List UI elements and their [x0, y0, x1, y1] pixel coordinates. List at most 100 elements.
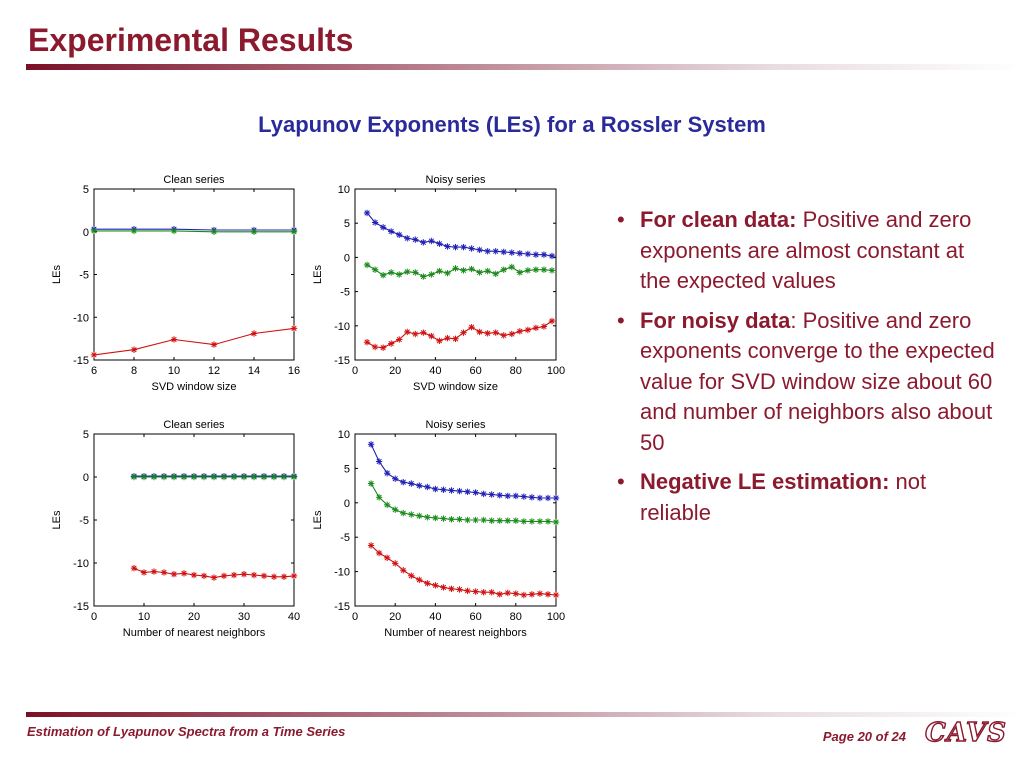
- data-point: [400, 567, 407, 574]
- x-tick-label: 40: [429, 611, 441, 623]
- data-point: [392, 506, 399, 513]
- data-point: [200, 473, 208, 481]
- data-point: [460, 243, 467, 251]
- data-point: [363, 209, 371, 217]
- data-point: [504, 492, 511, 500]
- data-point: [424, 580, 431, 587]
- data-point: [488, 491, 495, 498]
- x-tick-label: 10: [168, 365, 180, 377]
- data-point: [230, 473, 238, 481]
- data-point: [456, 586, 463, 593]
- data-point: [456, 487, 463, 495]
- series-1: [363, 209, 556, 260]
- plot-area: [354, 188, 557, 361]
- data-point: [367, 441, 375, 448]
- data-point: [375, 494, 383, 501]
- data-point: [90, 351, 98, 359]
- data-point: [290, 473, 298, 481]
- data-point: [512, 492, 519, 500]
- data-point: [448, 585, 455, 592]
- x-axis-label: Number of nearest neighbors: [384, 627, 527, 639]
- series-3: [367, 542, 560, 599]
- series-2: [130, 473, 298, 481]
- data-point: [484, 267, 491, 275]
- data-point: [392, 560, 399, 567]
- data-point: [140, 473, 148, 481]
- data-point: [230, 571, 238, 579]
- x-tick-label: 6: [91, 365, 97, 377]
- data-point: [90, 227, 98, 235]
- series-2: [363, 261, 556, 280]
- footer-divider: [26, 712, 1024, 717]
- y-tick-label: -10: [73, 558, 89, 570]
- data-point: [290, 228, 298, 235]
- y-tick-label: 0: [344, 498, 350, 510]
- x-tick-label: 40: [429, 365, 441, 377]
- slide-title: Experimental Results: [28, 22, 354, 58]
- chart-title: Noisy series: [426, 419, 486, 431]
- data-point: [436, 267, 443, 275]
- bullet-item: For noisy data: Positive and zero expone…: [615, 306, 995, 459]
- data-point: [420, 273, 427, 280]
- bullet-item: Negative LE estimation: not reliable: [615, 467, 995, 528]
- x-tick-label: 20: [389, 611, 401, 623]
- data-point: [436, 240, 443, 247]
- data-point: [420, 329, 427, 336]
- x-tick-label: 30: [238, 611, 250, 623]
- data-point: [150, 473, 158, 481]
- data-point: [464, 587, 471, 595]
- data-point: [532, 266, 540, 273]
- data-point: [468, 323, 475, 331]
- data-point: [532, 324, 540, 332]
- data-point: [290, 572, 298, 580]
- bullet-item: For clean data: Positive and zero expone…: [615, 205, 995, 297]
- x-tick-label: 0: [352, 365, 358, 377]
- y-axis-label: LEs: [51, 265, 63, 284]
- data-point: [412, 269, 419, 276]
- data-point: [367, 480, 375, 487]
- data-point: [412, 236, 419, 243]
- y-tick-label: 0: [83, 227, 89, 239]
- plot-area: [93, 188, 295, 361]
- data-point: [496, 591, 503, 598]
- data-point: [170, 336, 178, 343]
- data-point: [160, 569, 168, 576]
- data-point: [200, 572, 208, 580]
- data-point: [290, 325, 298, 332]
- data-point: [492, 248, 499, 255]
- data-point: [488, 589, 495, 596]
- data-point: [452, 335, 459, 342]
- y-tick-label: 5: [344, 218, 350, 230]
- series-2: [367, 480, 560, 526]
- series-2: [90, 227, 298, 235]
- data-point: [460, 267, 467, 274]
- data-point: [170, 473, 178, 481]
- x-tick-label: 16: [288, 365, 300, 377]
- data-point: [363, 339, 371, 346]
- y-tick-label: 10: [338, 429, 350, 441]
- data-point: [504, 589, 511, 597]
- data-point: [210, 341, 218, 348]
- data-point: [480, 490, 487, 498]
- data-point: [130, 564, 138, 572]
- data-point: [500, 248, 507, 256]
- data-point: [432, 582, 439, 589]
- y-tick-label: -10: [334, 567, 350, 579]
- x-tick-label: 80: [510, 365, 522, 377]
- data-point: [379, 271, 387, 279]
- data-point: [468, 245, 475, 252]
- data-point: [444, 243, 451, 250]
- data-point: [424, 483, 431, 491]
- data-point: [210, 228, 218, 235]
- x-tick-label: 10: [138, 611, 150, 623]
- data-point: [190, 571, 198, 579]
- series-3: [130, 564, 298, 581]
- data-point: [260, 572, 268, 580]
- data-point: [492, 329, 499, 336]
- data-point: [524, 326, 532, 334]
- data-point: [548, 317, 556, 325]
- data-point: [508, 330, 515, 338]
- data-point: [544, 494, 552, 502]
- data-point: [440, 584, 447, 591]
- data-point: [528, 518, 536, 525]
